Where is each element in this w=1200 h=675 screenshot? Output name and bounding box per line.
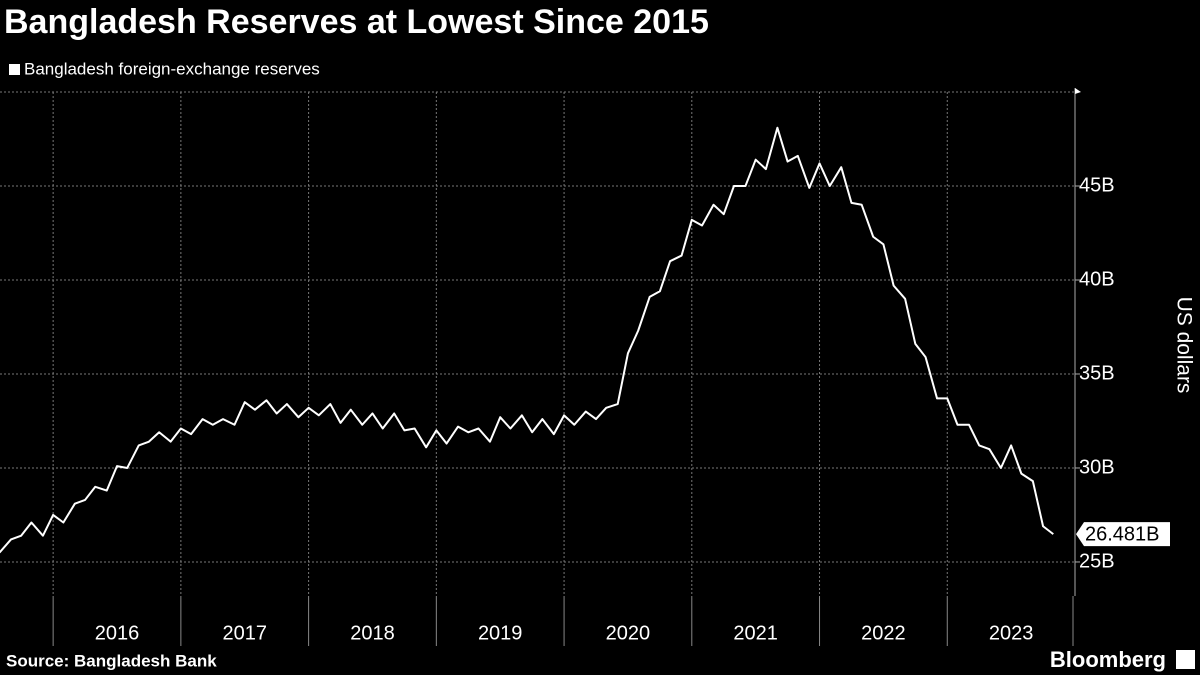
line-series [0, 126, 1054, 554]
last-value-box [1076, 522, 1170, 547]
chart-title: Bangladesh Reserves at Lowest Since 2015 [4, 3, 709, 41]
y-tick-label: 40B [1079, 268, 1115, 290]
y-tick-label: 35B [1079, 362, 1115, 384]
brand: Bloomberg [1050, 647, 1166, 672]
source: Source: Bangladesh Bank [6, 651, 217, 670]
x-tick-label: 2019 [478, 622, 523, 644]
y-tick-label: 30B [1079, 456, 1115, 478]
x-tick-label: 2023 [989, 622, 1034, 644]
y-tick-label: 25B [1079, 550, 1115, 572]
y-tick-label: 45B [1079, 174, 1115, 196]
x-tick-label: 2020 [606, 622, 651, 644]
x-tick-label: 2017 [222, 622, 267, 644]
x-tick-label: 2021 [733, 622, 778, 644]
y-axis-arrow [1075, 88, 1081, 94]
x-tick-label: 2016 [95, 622, 140, 644]
legend-label: Bangladesh foreign-exchange reserves [24, 59, 320, 78]
legend-swatch [9, 64, 20, 75]
x-tick-label: 2022 [861, 622, 906, 644]
last-value-label: 26.481B [1085, 523, 1160, 545]
y-axis-label: US dollars [1172, 297, 1195, 394]
brand-icon [1176, 650, 1195, 669]
x-tick-label: 2018 [350, 622, 395, 644]
